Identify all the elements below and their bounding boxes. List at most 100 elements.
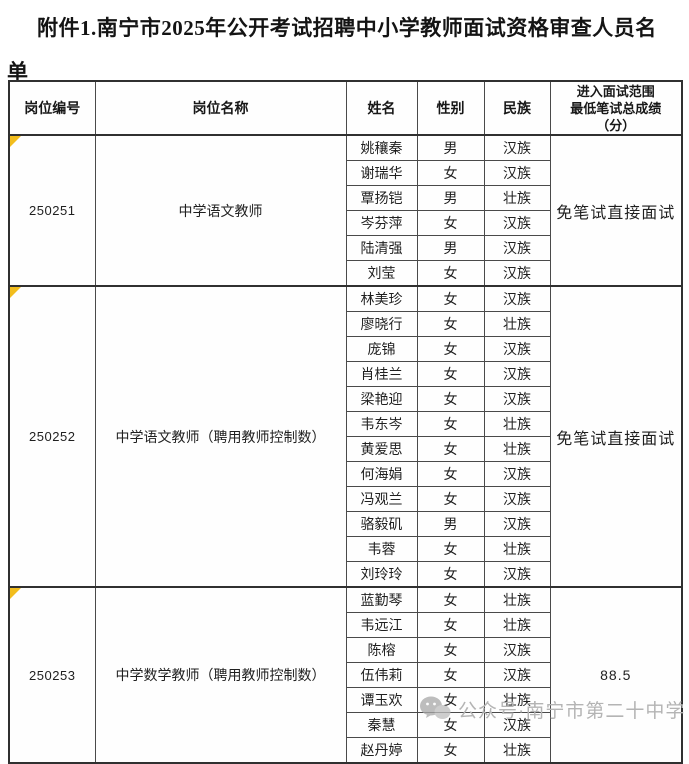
name-cell: 蓝勤琴 <box>345 586 418 613</box>
name-cell: 韦远江 <box>345 612 418 638</box>
name-cell: 廖晓行 <box>345 311 418 337</box>
name-cell: 谭玉欢 <box>345 687 418 713</box>
ethnicity-cell: 汉族 <box>483 361 551 387</box>
gender-cell: 女 <box>416 436 485 462</box>
gender-cell: 女 <box>416 662 485 688</box>
name-cell: 庞锦 <box>345 336 418 362</box>
header-job-title: 岗位名称 <box>94 80 347 136</box>
ethnicity-cell: 壮族 <box>483 411 551 437</box>
gender-cell: 女 <box>416 336 485 362</box>
ethnicity-cell: 汉族 <box>483 662 551 688</box>
name-cell: 刘玲玲 <box>345 561 418 588</box>
ethnicity-cell: 汉族 <box>483 637 551 663</box>
ethnicity-cell: 壮族 <box>483 311 551 337</box>
gender-cell: 女 <box>416 285 485 312</box>
ethnicity-cell: 汉族 <box>483 486 551 512</box>
name-cell: 林美珍 <box>345 285 418 312</box>
ethnicity-cell: 壮族 <box>483 185 551 211</box>
gender-cell: 女 <box>416 260 485 287</box>
name-cell: 秦慧 <box>345 712 418 738</box>
gender-cell: 女 <box>416 386 485 412</box>
corner-marker-icon <box>10 288 21 298</box>
gender-cell: 男 <box>416 511 485 537</box>
name-cell: 冯观兰 <box>345 486 418 512</box>
member-row: 陆清强男汉族 <box>9 235 682 261</box>
gender-cell: 女 <box>416 210 485 236</box>
score-cell: 88.5 <box>549 586 683 764</box>
name-cell: 肖桂兰 <box>345 361 418 387</box>
gender-cell: 男 <box>416 235 485 261</box>
gender-cell: 女 <box>416 637 485 663</box>
gender-cell: 女 <box>416 612 485 638</box>
ethnicity-cell: 汉族 <box>483 285 551 312</box>
gender-cell: 女 <box>416 486 485 512</box>
ethnicity-cell: 壮族 <box>483 536 551 562</box>
gender-cell: 男 <box>416 134 485 161</box>
score-cell: 免笔试直接面试 <box>549 134 683 287</box>
name-cell: 伍伟莉 <box>345 662 418 688</box>
gender-cell: 女 <box>416 411 485 437</box>
job-title-cell: 中学语文教师 <box>94 134 347 287</box>
ethnicity-cell: 壮族 <box>483 586 551 613</box>
job-code-cell: 250253 <box>8 586 96 764</box>
ethnicity-cell: 壮族 <box>483 436 551 462</box>
ethnicity-cell: 壮族 <box>483 687 551 713</box>
gender-cell: 女 <box>416 737 485 764</box>
name-cell: 陈榕 <box>345 637 418 663</box>
name-cell: 刘莹 <box>345 260 418 287</box>
job-code-cell: 250251 <box>8 134 96 287</box>
gender-cell: 女 <box>416 461 485 487</box>
name-cell: 岑芬萍 <box>345 210 418 236</box>
header-row: 岗位编号 岗位名称 姓名 性别 民族 进入面试范围 最低笔试总成绩 （分） <box>8 80 683 136</box>
ethnicity-cell: 汉族 <box>483 561 551 588</box>
member-row: 何海娟女汉族 <box>9 461 682 487</box>
header-name: 姓名 <box>345 80 418 136</box>
name-cell: 姚穰秦 <box>345 134 418 161</box>
ethnicity-cell: 汉族 <box>483 386 551 412</box>
gender-cell: 女 <box>416 536 485 562</box>
header-gender: 性别 <box>416 80 485 136</box>
member-row: 250252 中学语文教师（聘用教师控制数） 林美珍女汉族 免笔试直接面试 <box>8 285 683 588</box>
name-cell: 覃扬铠 <box>345 185 418 211</box>
ethnicity-cell: 汉族 <box>483 235 551 261</box>
corner-marker-icon <box>10 137 21 147</box>
ethnicity-cell: 汉族 <box>483 160 551 186</box>
member-row: 韦东岑女壮族 <box>9 411 682 437</box>
corner-marker-icon <box>10 589 21 599</box>
name-cell: 梁艳迎 <box>345 386 418 412</box>
gender-cell: 女 <box>416 712 485 738</box>
member-row: 廖晓行女壮族 <box>9 311 682 337</box>
table-body: 250251 中学语文教师 姚穰秦男汉族 免笔试直接面试 谢瑞华女汉族 覃扬铠男壮族 岑芬萍… <box>8 134 683 764</box>
ethnicity-cell: 壮族 <box>483 737 551 764</box>
member-row: 覃扬铠男壮族 <box>9 185 682 211</box>
gender-cell: 女 <box>416 361 485 387</box>
member-row: 250253 中学数学教师（聘用教师控制数） 蓝勤琴女壮族 88.5 <box>8 586 683 764</box>
roster-table: 岗位编号 岗位名称 姓名 性别 民族 进入面试范围 最低笔试总成绩 （分） 25… <box>8 80 683 764</box>
job-code-cell: 250252 <box>8 285 96 588</box>
name-cell: 谢瑞华 <box>345 160 418 186</box>
name-cell: 陆清强 <box>345 235 418 261</box>
header-job-code: 岗位编号 <box>8 80 96 136</box>
gender-cell: 女 <box>416 160 485 186</box>
member-row: 韦蓉女壮族 <box>9 536 682 562</box>
job-title-cell: 中学语文教师（聘用教师控制数） <box>94 285 347 588</box>
name-cell: 黄爱思 <box>345 436 418 462</box>
member-row: 骆毅矶男汉族 <box>9 511 682 537</box>
ethnicity-cell: 汉族 <box>483 511 551 537</box>
ethnicity-cell: 汉族 <box>483 712 551 738</box>
member-row: 岑芬萍女汉族 <box>9 210 682 236</box>
gender-cell: 男 <box>416 185 485 211</box>
name-cell: 韦东岑 <box>345 411 418 437</box>
ethnicity-cell: 汉族 <box>483 210 551 236</box>
ethnicity-cell: 汉族 <box>483 260 551 287</box>
member-row: 秦慧女汉族 <box>9 712 682 738</box>
name-cell: 赵丹婷 <box>345 737 418 764</box>
table-header: 岗位编号 岗位名称 姓名 性别 民族 进入面试范围 最低笔试总成绩 （分） <box>8 80 683 136</box>
gender-cell: 女 <box>416 586 485 613</box>
gender-cell: 女 <box>416 311 485 337</box>
member-row: 冯观兰女汉族 <box>9 486 682 512</box>
gender-cell: 女 <box>416 687 485 713</box>
name-cell: 韦蓉 <box>345 536 418 562</box>
ethnicity-cell: 汉族 <box>483 134 551 161</box>
header-min-score: 进入面试范围 最低笔试总成绩 （分） <box>549 80 683 136</box>
